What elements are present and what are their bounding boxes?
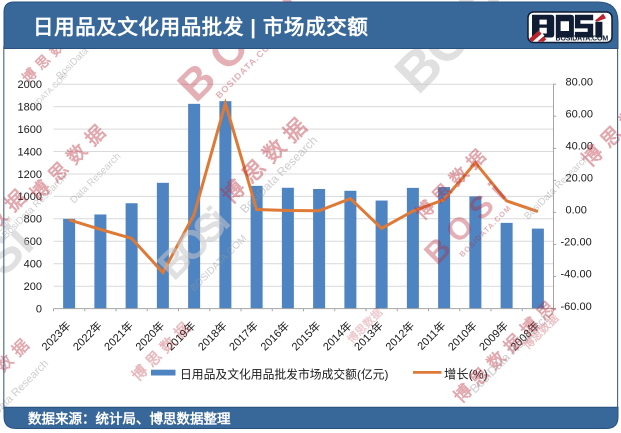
- svg-text:40.00: 40.00: [566, 141, 594, 153]
- svg-text:600: 600: [24, 236, 42, 248]
- svg-text:0.00: 0.00: [566, 205, 587, 217]
- svg-text:1000: 1000: [18, 191, 42, 203]
- svg-text:400: 400: [24, 259, 42, 271]
- svg-text:1600: 1600: [18, 124, 42, 136]
- svg-text:0: 0: [36, 303, 42, 315]
- svg-text:800: 800: [24, 214, 42, 226]
- svg-text:1400: 1400: [18, 146, 42, 158]
- svg-text:80.00: 80.00: [566, 76, 594, 88]
- svg-text:2000: 2000: [18, 79, 42, 91]
- svg-text:日用品及文化用品批发市场成交额(亿元): 日用品及文化用品批发市场成交额(亿元): [180, 368, 388, 382]
- svg-text:数据来源：统计局、博思数据整理: 数据来源：统计局、博思数据整理: [28, 410, 231, 426]
- svg-text:-40.00: -40.00: [561, 269, 592, 281]
- svg-text:200: 200: [24, 281, 42, 293]
- svg-text:20.00: 20.00: [566, 173, 594, 185]
- svg-text:-60.00: -60.00: [561, 301, 592, 313]
- svg-text:增长(%): 增长(%): [444, 367, 488, 382]
- svg-text:1200: 1200: [18, 169, 42, 181]
- svg-text:60.00: 60.00: [566, 108, 594, 120]
- svg-text:BOSIDATA.COM: BOSIDATA.COM: [556, 35, 609, 42]
- svg-text:1800: 1800: [18, 101, 42, 113]
- svg-text:-20.00: -20.00: [561, 237, 592, 249]
- svg-text:日用品及文化用品批发 | 市场成交额: 日用品及文化用品批发 | 市场成交额: [33, 15, 368, 39]
